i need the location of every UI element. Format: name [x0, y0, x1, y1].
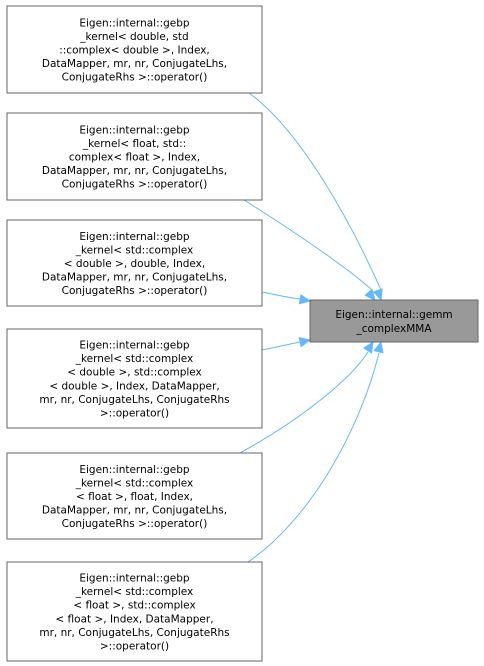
arrowhead [364, 288, 376, 301]
source-node-gebp_cd_d-label-line: < double >, double, Index, [64, 258, 205, 270]
arrowhead [373, 340, 384, 354]
source-node-gebp_cd_cd-label-line: DataMapper, mr, nr, ConjugateLhs, [42, 58, 227, 70]
source-node-gebp_cd_cd-label-line: ConjugateRhs >::operator() [62, 72, 208, 84]
edge-line [261, 341, 301, 351]
source-node-gebp_cd_cd2-box [6, 328, 263, 429]
source-node-gebp_cd_d-label-line: ConjugateRhs >::operator() [62, 285, 208, 297]
source-node-gebp_cf_cf-label-line: < float >, Index, DataMapper, [55, 613, 213, 625]
edge-gebp_cd_cd-to-target [248, 92, 383, 302]
edge-gebp_cf_f-to-target [239, 340, 374, 454]
target-node-gemm-complexmma-label-line: Eigen::internal::gemm [335, 309, 452, 321]
source-node-gebp_cf_f-label-line: ConjugateRhs >::operator() [62, 518, 208, 530]
source-node-gebp_cf_f-box [6, 452, 263, 540]
source-node-gebp_cd_d-label-line: DataMapper, mr, nr, ConjugateLhs, [42, 272, 227, 284]
graph-nodes: Eigen::internal::gebp_kernel< double, st… [6, 5, 479, 662]
target-node-gemm-complexmma-box [309, 299, 479, 343]
source-node-gebp_cd_cd-label-line: Eigen::internal::gebp [79, 17, 190, 29]
source-node-gebp_cd_cd2-label-line: >::operator() [100, 408, 169, 420]
source-node-gebp_f_cf-label-line: Eigen::internal::gebp [79, 124, 190, 136]
edge-gebp_cd_d-to-target [261, 291, 312, 305]
arrowhead [298, 337, 312, 348]
edge-gebp_cf_cf-to-target [247, 340, 384, 563]
source-node-gebp_cf_cf-label-line: < float >, std::complex [73, 600, 195, 612]
arrowhead [372, 288, 383, 302]
source-node-gebp_cf_cf-label-line: Eigen::internal::gebp [79, 573, 190, 585]
source-node-gebp_cf_f[interactable]: Eigen::internal::gebp_kernel< std::compl… [6, 452, 263, 540]
edge-line [247, 352, 380, 563]
source-node-gebp_f_cf-box [6, 112, 263, 201]
edge-line [248, 92, 382, 291]
source-node-gebp_cf_f-label-line: Eigen::internal::gebp [79, 464, 190, 476]
source-node-gebp_cd_cd2[interactable]: Eigen::internal::gebp_kernel< std::compl… [6, 328, 263, 429]
source-node-gebp_cd_cd2-label-line: < double >, std::complex [67, 367, 202, 379]
source-node-gebp_cd_d-box [6, 219, 263, 307]
source-node-gebp_cd_cd2-label-line: mr, nr, ConjugateLhs, ConjugateRhs [39, 394, 229, 406]
source-node-gebp_cd_cd[interactable]: Eigen::internal::gebp_kernel< double, st… [6, 5, 263, 94]
source-node-gebp_cd_cd2-label-line: < double >, Index, DataMapper, [49, 380, 219, 392]
source-node-gebp_cf_cf-label-line: >::operator() [100, 641, 169, 653]
source-node-gebp_cd_cd-box [6, 5, 263, 94]
source-node-gebp_cf_cf[interactable]: Eigen::internal::gebp_kernel< std::compl… [6, 561, 263, 662]
source-node-gebp_cf_f-label-line: < float >, float, Index, [76, 491, 193, 503]
source-node-gebp_cf_cf-label-line: mr, nr, ConjugateLhs, ConjugateRhs [39, 627, 229, 639]
source-node-gebp_f_cf-label-line: ConjugateRhs >::operator() [62, 179, 208, 191]
source-node-gebp_cd_d-label-line: Eigen::internal::gebp [79, 231, 190, 243]
arrowhead [298, 293, 312, 305]
edge-gebp_cd_cd2-to-target [261, 337, 312, 351]
source-node-gebp_cf_cf-box [6, 561, 263, 662]
source-node-gebp_f_cf[interactable]: Eigen::internal::gebp_kernel< float, std… [6, 112, 263, 201]
call-edges [239, 92, 384, 563]
arrowhead [362, 340, 374, 354]
target-node-gemm-complexmma[interactable]: Eigen::internal::gemm_complexMMA [309, 299, 479, 343]
edge-gebp_f_cf-to-target [243, 199, 376, 301]
target-node-gemm-complexmma-label-line: _complexMMA [355, 323, 432, 335]
edge-line [261, 291, 301, 300]
source-node-gebp_cd_d[interactable]: Eigen::internal::gebp_kernel< std::compl… [6, 219, 263, 307]
edge-line [243, 199, 373, 291]
source-node-gebp_cd_cd2-label-line: Eigen::internal::gebp [79, 340, 190, 352]
source-node-gebp_cd_d-label-line: _kernel< std::complex [75, 244, 194, 256]
source-node-gebp_f_cf-label-line: DataMapper, mr, nr, ConjugateLhs, [42, 165, 227, 177]
source-node-gebp_cf_cf-label-line: _kernel< std::complex [75, 586, 194, 598]
source-node-gebp_cd_cd-label-line: ::complex< double >, Index, [59, 45, 210, 57]
source-node-gebp_cf_f-label-line: _kernel< std::complex [75, 477, 194, 489]
source-node-gebp_cd_cd-label-line: _kernel< double, std [79, 31, 188, 43]
edge-line [239, 351, 369, 454]
source-node-gebp_f_cf-label-line: complex< float >, Index, [69, 152, 200, 164]
source-node-gebp_cf_f-label-line: DataMapper, mr, nr, ConjugateLhs, [42, 505, 227, 517]
source-node-gebp_f_cf-label-line: _kernel< float, std:: [82, 138, 186, 150]
source-node-gebp_cd_cd2-label-line: _kernel< std::complex [75, 353, 194, 365]
